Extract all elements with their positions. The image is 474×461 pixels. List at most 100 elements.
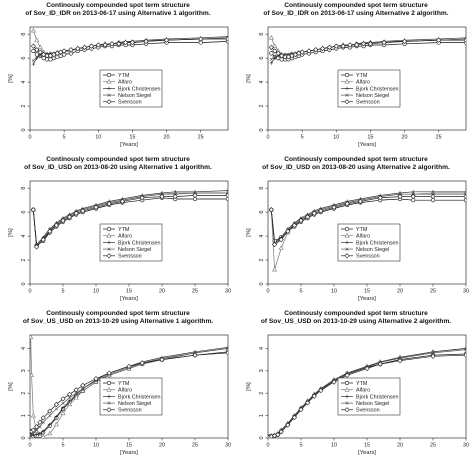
- legend-label-svensson: Svensson: [356, 100, 380, 106]
- y-tick-label: 4: [259, 81, 265, 84]
- legend-marker-svensson: [106, 407, 112, 413]
- data-point-svensson: [47, 228, 53, 234]
- y-tick-label: 4: [21, 347, 27, 350]
- data-point-svensson: [279, 53, 285, 59]
- legend-marker-bjork-christensen: [107, 240, 111, 245]
- data-point-bjork-christensen: [269, 61, 274, 65]
- x-tick-label: 15: [126, 289, 132, 295]
- chart-title-line-2: of Sov_US_USD on 2013-10-29 using Altern…: [23, 318, 213, 325]
- x-tick-label: 10: [93, 443, 99, 449]
- data-point-svensson: [44, 53, 50, 59]
- y-tick-label: 4: [259, 347, 265, 350]
- chart-title-line-1: Continously compounded spot term structu…: [284, 156, 428, 163]
- data-point-svensson: [40, 237, 46, 243]
- x-tick-label: 15: [364, 289, 370, 295]
- legend-label-alfaro: Alfaro: [118, 80, 132, 86]
- legend-marker-alfaro: [344, 232, 350, 238]
- data-point-nelson-siegel: [61, 401, 65, 405]
- y-tick-label: 6: [21, 57, 27, 60]
- data-point-svensson: [225, 36, 228, 42]
- data-point-svensson: [357, 198, 363, 204]
- legend-marker-svensson: [344, 99, 350, 105]
- chart-panel-2: Continously compounded spot term structu…: [240, 0, 472, 150]
- series-svensson: [268, 352, 466, 438]
- data-point-svensson: [172, 193, 178, 200]
- x-tick-label: 0: [266, 289, 269, 295]
- data-point-svensson: [34, 244, 40, 250]
- data-point-bjork-christensen: [54, 414, 59, 419]
- data-point-nelson-siegel: [38, 425, 42, 429]
- legend-marker-alfaro: [344, 78, 350, 84]
- data-point-svensson: [311, 393, 317, 399]
- legend-marker-bjork-christensen: [107, 394, 111, 399]
- data-point-svensson: [53, 401, 59, 407]
- data-point-svensson: [61, 48, 67, 54]
- x-tick-label: 10: [333, 135, 339, 141]
- chart-title-line-1: Continously compounded spot term structu…: [46, 2, 190, 9]
- chart-title-line-2: of Sov_ID_IDR on 2013-06-17 using Altern…: [25, 10, 210, 17]
- data-point-svensson: [80, 382, 86, 388]
- x-axis-label: [Years]: [120, 296, 138, 302]
- data-point-bjork-christensen: [173, 189, 177, 194]
- chart-panel-4: Continously compounded spot term structu…: [240, 154, 472, 304]
- series-svensson: [30, 36, 228, 59]
- chart-sov-id-usd-alt2: Continously compounded spot term structu…: [246, 156, 469, 302]
- legend-marker-nelson-siegel: [345, 247, 349, 251]
- data-point-bjork-christensen: [431, 189, 435, 194]
- y-tick-label: 1: [259, 414, 265, 417]
- legend-label-svensson: Svensson: [118, 254, 142, 260]
- data-point-svensson: [67, 391, 73, 397]
- data-point-svensson: [397, 193, 403, 200]
- x-tick-label: 10: [331, 443, 337, 449]
- data-point-nelson-siegel: [464, 347, 466, 352]
- legend-marker-svensson: [106, 253, 112, 259]
- data-point-svensson: [311, 210, 317, 216]
- x-axis-label: [Years]: [120, 450, 138, 456]
- legend-marker-ytm: [344, 72, 350, 78]
- data-point-bjork-christensen: [31, 62, 36, 66]
- legend-label-ytm: YTM: [118, 381, 130, 387]
- y-tick-label: 0: [21, 128, 27, 131]
- data-point-alfaro: [30, 372, 35, 378]
- x-tick-label: 30: [225, 289, 231, 295]
- x-tick-label: 30: [463, 289, 469, 295]
- x-tick-label: 10: [331, 289, 337, 295]
- y-tick-label: 8: [21, 187, 27, 190]
- data-point-svensson: [326, 44, 333, 50]
- x-tick-label: 25: [192, 289, 198, 295]
- data-point-svensson: [331, 204, 337, 210]
- data-point-bjork-christensen: [226, 188, 228, 193]
- data-point-svensson: [34, 424, 40, 430]
- data-point-nelson-siegel: [398, 356, 402, 360]
- legend-label-bjork-christensen: Bjork Christensen: [356, 240, 399, 246]
- data-point-nelson-siegel: [35, 55, 39, 59]
- chart-panel-6: Continously compounded spot term structu…: [240, 308, 472, 458]
- legend-label-alfaro: Alfaro: [118, 234, 132, 240]
- legend-label-nelson-siegel: Nelson Siegel: [356, 247, 389, 253]
- data-point-svensson: [30, 207, 36, 213]
- data-point-svensson: [93, 204, 99, 210]
- data-point-bjork-christensen: [67, 399, 72, 403]
- data-point-svensson: [272, 241, 278, 248]
- data-point-svensson: [68, 47, 74, 53]
- x-tick-label: 25: [430, 443, 436, 449]
- data-point-svensson: [109, 41, 115, 47]
- data-point-alfaro: [73, 394, 79, 400]
- x-tick-label: 5: [299, 443, 302, 449]
- x-tick-label: 15: [126, 443, 132, 449]
- data-point-svensson: [463, 193, 466, 200]
- x-tick-label: 0: [28, 289, 31, 295]
- x-tick-label: 25: [192, 443, 198, 449]
- y-tick-label: 4: [259, 235, 265, 238]
- data-point-svensson: [463, 352, 466, 358]
- y-tick-label: 6: [259, 211, 265, 214]
- data-point-alfaro: [272, 43, 278, 48]
- data-point-svensson: [73, 387, 79, 393]
- data-point-svensson: [102, 42, 108, 48]
- data-point-nelson-siegel: [226, 346, 228, 351]
- data-point-nelson-siegel: [31, 58, 36, 63]
- legend-label-alfaro: Alfaro: [118, 388, 132, 394]
- legend-label-svensson: Svensson: [118, 408, 142, 414]
